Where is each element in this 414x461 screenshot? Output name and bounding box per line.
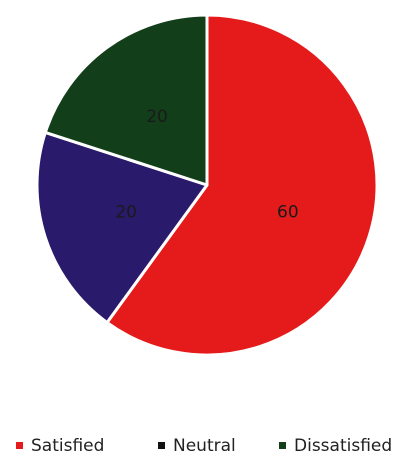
legend-swatch-neutral xyxy=(158,442,165,449)
legend-label-dissatisfied: Dissatisfied xyxy=(294,436,392,456)
data-label-neutral: 20 xyxy=(115,202,137,222)
pie-slice-dissatisfied xyxy=(43,13,209,187)
pie-slice-satisfied xyxy=(105,13,379,357)
data-label-dissatisfied: 20 xyxy=(146,107,168,127)
legend-swatch-dissatisfied xyxy=(279,442,286,449)
legend: Satisfied Neutral Dissatisfied xyxy=(16,436,392,456)
data-label-satisfied: 60 xyxy=(277,202,299,222)
legend-swatch-satisfied xyxy=(16,442,23,449)
legend-label-neutral: Neutral xyxy=(173,436,236,456)
pie-slices xyxy=(35,13,379,357)
pie-slice-neutral xyxy=(35,130,209,325)
pie-data-labels: 60 20 20 xyxy=(115,107,298,222)
legend-label-satisfied: Satisfied xyxy=(31,436,104,456)
